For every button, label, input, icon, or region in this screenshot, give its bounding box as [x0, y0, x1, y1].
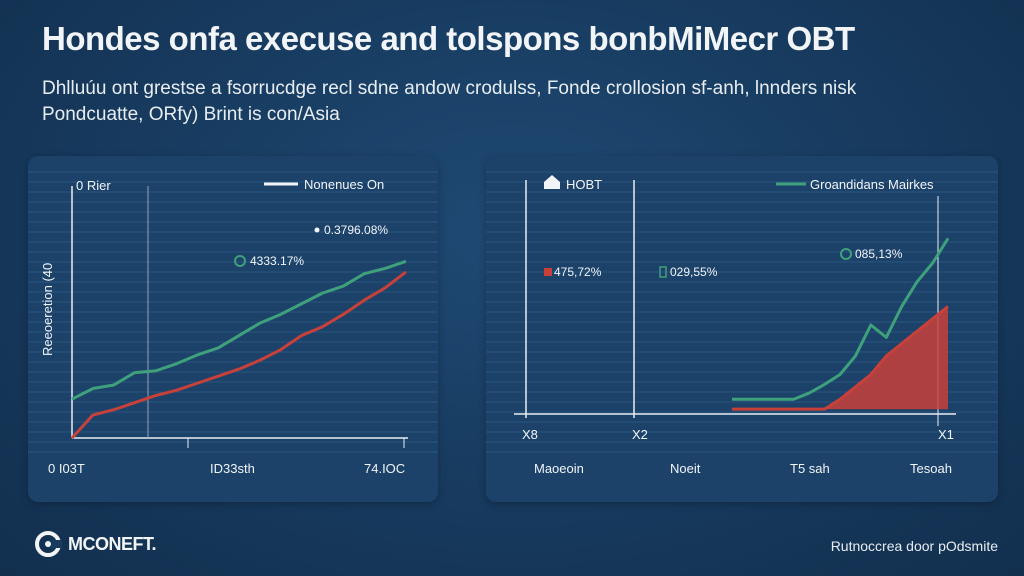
right-chart: HOBT Groandidans Mairkes 475,72% 029,55%…	[486, 171, 998, 476]
left-annotation-dot	[314, 227, 320, 233]
left-chart-panel: 0 Rier Nonenues On Reeoeretion (40 0.379…	[28, 156, 438, 502]
right-chart-panel: HOBT Groandidans Mairkes 475,72% 029,55%…	[486, 156, 998, 502]
left-legend-label: 0 Rier	[76, 178, 111, 193]
right-annotation-1: 475,72%	[554, 265, 602, 279]
left-x-tick-label: 0 I03T	[48, 461, 85, 476]
right-grid	[486, 171, 998, 453]
left-x-tick-label: ID33sth	[210, 461, 255, 476]
right-series-group	[731, 237, 950, 411]
right-category-label: T5 sah	[790, 461, 830, 476]
right-legend-series-label: Groandidans Mairkes	[810, 177, 934, 192]
left-series-group	[70, 259, 407, 440]
left-annotation-1: 0.3796.08%	[324, 223, 388, 237]
right-x-tick-label: X8	[522, 427, 538, 442]
brand-logo: MCONEFT.	[34, 530, 157, 558]
left-y-axis-label: Reeoeretion (40	[40, 263, 55, 356]
left-annotation-ring	[234, 255, 246, 267]
right-annotation-marker-red	[544, 268, 552, 276]
left-annotation-2: 4333.17%	[250, 254, 304, 268]
left-grid	[28, 171, 438, 453]
right-category-label: Maoeoin	[534, 461, 584, 476]
right-annotation-3: 085,13%	[855, 247, 903, 261]
left-legend-series-label: Nonenues On	[304, 177, 384, 192]
brand-name: MCONEFT.	[68, 533, 157, 554]
footer-text: Rutnoccrea door pOdsmite	[830, 538, 998, 554]
page-title: Hondes onfa execuse and tolspons bonbMiM…	[42, 20, 855, 57]
left-x-tick-label: 74.IOC	[364, 461, 405, 476]
home-icon	[544, 175, 560, 189]
right-x-tick-label: X1	[938, 427, 954, 442]
subtitle-line-2: Pondcuatte, ORfy) Brint is con/Asia	[42, 104, 340, 125]
page-subtitle: Dhlluúu ont grestse a fsorrucdge recl sd…	[42, 76, 992, 128]
right-legend-label: HOBT	[566, 177, 602, 192]
series-area-1	[732, 306, 948, 410]
right-annotation-2: 029,55%	[670, 265, 718, 279]
right-annotation-ring	[840, 248, 852, 260]
left-chart: 0 Rier Nonenues On Reeoeretion (40 0.379…	[28, 171, 438, 476]
right-category-label: Tesoah	[910, 461, 952, 476]
right-x-tick-label: X2	[632, 427, 648, 442]
right-annotation-marker-green	[659, 266, 667, 278]
right-category-label: Noeit	[670, 461, 701, 476]
series-line-1	[70, 270, 407, 440]
brand-logo-icon	[35, 531, 62, 557]
subtitle-line-1: Dhlluúu ont grestse a fsorrucdge recl sd…	[42, 78, 857, 99]
